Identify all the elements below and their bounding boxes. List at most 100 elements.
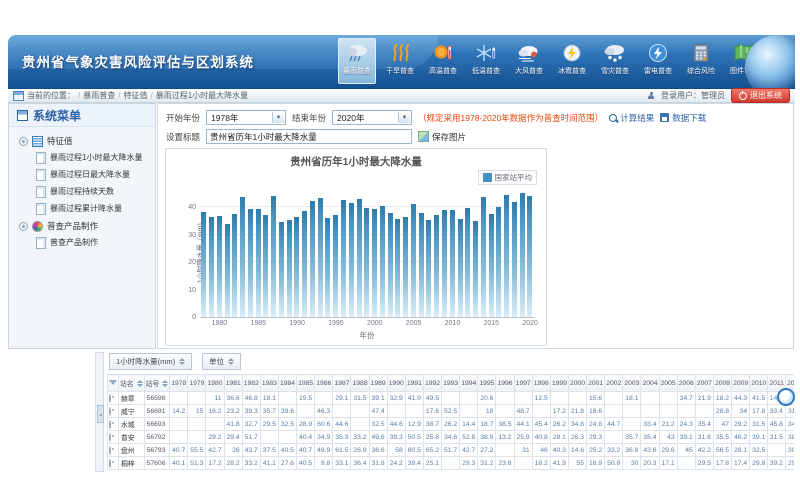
value-cell (459, 404, 479, 418)
value-cell: 44.6 (332, 417, 352, 431)
row-selector[interactable] (107, 391, 119, 405)
year-column-header: 1981 (223, 374, 243, 392)
value-cell: 40.8 (531, 430, 551, 444)
value-cell: 16.2 (205, 404, 225, 418)
sidebar-item-2-1[interactable]: 普查产品制作 (9, 234, 155, 251)
expander-icon[interactable] (19, 221, 28, 231)
chart-bar (441, 209, 447, 317)
value-cell: 34.7 (676, 391, 696, 405)
end-year-select[interactable]: 2020年 ▼ (332, 110, 413, 125)
value-cell (767, 443, 786, 457)
chart-title: 贵州省历年1小时最大降水量 (290, 156, 422, 168)
value-cell (622, 404, 642, 418)
toolbar-item-1[interactable]: 暴雨普查 (338, 38, 376, 84)
chart-bar (286, 220, 292, 317)
sort-icon[interactable] (136, 379, 143, 387)
value-cell: 17.8 (712, 456, 733, 470)
toolbar-item-3[interactable]: 高温普查 (424, 38, 462, 84)
value-cell: 28.1 (549, 430, 569, 444)
radio-icon[interactable] (109, 458, 111, 468)
row-selector[interactable] (107, 456, 119, 470)
breadcrumb-separator: / (150, 91, 153, 100)
year-column-header: 1984 (277, 374, 298, 392)
unit-filter-chip[interactable]: 单位 (202, 353, 242, 370)
value-cell: 47 (712, 417, 733, 431)
toolbar-item-2[interactable]: 干旱普查 (381, 38, 419, 84)
chart-bar (488, 214, 494, 317)
toolbar-item-9[interactable]: 综合风险 (682, 38, 720, 84)
station-id-cell: 56691 (143, 404, 171, 418)
breadcrumb-link[interactable]: 暴雨过程1小时最大降水量 (155, 91, 249, 100)
sidebar-item-1-4[interactable]: 暴雨过程累计降水量 (9, 200, 155, 217)
start-year-select[interactable]: 1978年 ▼ (206, 110, 287, 125)
row-selector[interactable] (107, 404, 119, 418)
value-cell (495, 443, 515, 457)
refresh-icon[interactable] (777, 388, 795, 406)
toolbar-item-5[interactable]: 大风普查 (510, 38, 548, 84)
station-id-column-header[interactable]: 站号 (143, 374, 171, 392)
metric-filter-chip[interactable]: 1小时降水量(mm) (109, 353, 193, 370)
search-icon (609, 113, 618, 122)
sort-icon[interactable] (162, 379, 169, 387)
collapse-handle-icon[interactable]: ◂ (97, 405, 104, 423)
calc-result-button[interactable]: 计算结果 (609, 112, 654, 124)
breadcrumb-link[interactable]: 暴雨普查 (83, 91, 116, 100)
value-cell: 48.7 (513, 404, 533, 418)
value-cell: 39.1 (368, 391, 388, 405)
year-column-header: 1979 (187, 374, 207, 392)
value-cell: 24.2 (386, 456, 406, 470)
value-cell: 39.4 (404, 456, 424, 470)
value-cell: 18.1 (622, 391, 642, 405)
value-cell (604, 391, 624, 405)
value-cell: 43.7 (241, 443, 261, 457)
chart-bar (341, 199, 346, 317)
value-cell (169, 391, 189, 405)
y-axis-tick-label: 10 (188, 286, 196, 294)
year-column-header: 2003 (622, 374, 642, 392)
toolbar-item-7[interactable]: 雪灾普查 (596, 38, 634, 84)
toolbar-item-4[interactable]: 低温普查 (467, 38, 505, 84)
table-row: 桐梓 57606 40.1 51.3 17.2 28.2 33.2 41.1 27.6 40.5 9… (107, 456, 794, 470)
value-cell: 26.2 (441, 417, 461, 431)
row-selector[interactable] (107, 430, 119, 444)
row-selector[interactable] (107, 443, 119, 457)
value-cell: 51.7 (441, 443, 461, 457)
radio-icon[interactable] (109, 445, 111, 455)
sidebar-item-1-3[interactable]: 暴雨过程持续天数 (9, 183, 155, 200)
rain-icon (344, 42, 370, 64)
row-selector[interactable] (107, 417, 119, 431)
data-download-button[interactable]: 数据下载 (660, 112, 706, 124)
chart-title-input[interactable] (206, 129, 413, 144)
toolbar-item-8[interactable]: 雷电普查 (639, 38, 677, 84)
expander-icon[interactable] (19, 136, 28, 146)
value-cell: 40.5 (296, 456, 316, 470)
sidebar-group-1[interactable]: 特征值 (9, 132, 155, 149)
select-column-header[interactable] (107, 374, 119, 392)
value-cell: 38.6 (784, 430, 794, 444)
document-icon (36, 151, 46, 164)
radio-icon[interactable] (109, 432, 111, 442)
value-cell: 39.3 (241, 404, 261, 418)
year-column-header: 2002 (604, 374, 624, 392)
value-cell (676, 456, 696, 470)
station-column-header[interactable]: 站名 (118, 374, 145, 392)
sidebar-item-label: 暴雨过程持续天数 (50, 187, 114, 196)
power-icon (739, 90, 747, 100)
value-cell: 19.5 (296, 391, 316, 405)
radio-icon[interactable] (109, 393, 111, 403)
value-cell: 36.6 (368, 443, 388, 457)
sidebar-item-1-2[interactable]: 暴雨过程日最大降水量 (9, 166, 155, 183)
radio-icon[interactable] (109, 406, 111, 416)
logout-button[interactable]: 退出系统 (731, 88, 790, 103)
save-image-button[interactable]: 保存图片 (418, 131, 466, 143)
sidebar-item-1-1[interactable]: 暴雨过程1小时最大降水量 (9, 149, 155, 166)
breadcrumb-link[interactable]: 特征值 (123, 91, 148, 100)
sidebar-group-2[interactable]: 普查产品制作 (9, 217, 155, 234)
value-cell (169, 417, 189, 431)
end-year-label: 结束年份 (292, 112, 327, 123)
radio-icon[interactable] (109, 419, 111, 429)
chart-bar (294, 217, 300, 317)
value-cell (386, 404, 406, 418)
panel-collapser[interactable]: ◂ (95, 352, 104, 472)
toolbar-item-6[interactable]: 冰雹普查 (553, 38, 591, 84)
